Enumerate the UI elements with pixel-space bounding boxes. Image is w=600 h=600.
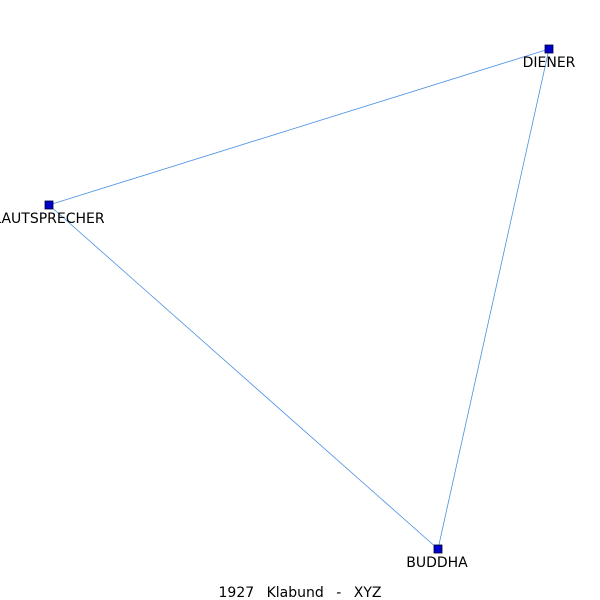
edge-diener-buddha xyxy=(437,48,550,550)
caption-work: XYZ xyxy=(354,585,382,600)
caption-year: 1927 xyxy=(219,585,255,600)
edge-lautsprecher-buddha xyxy=(48,204,439,550)
edge-lautsprecher-diener xyxy=(48,48,550,206)
label-layer: DIENER LAUTSPRECHER BUDDHA xyxy=(0,55,576,571)
node-label-buddha: BUDDHA xyxy=(406,555,468,571)
node-diener[interactable] xyxy=(544,44,554,54)
caption: 1927 Klabund - XYZ xyxy=(219,585,382,600)
caption-author: Klabund xyxy=(267,585,324,600)
node-label-lautsprecher: LAUTSPRECHER xyxy=(0,211,105,227)
caption-separator: - xyxy=(336,585,341,600)
edge-layer xyxy=(48,48,550,550)
node-lautsprecher[interactable] xyxy=(44,200,54,210)
node-label-diener: DIENER xyxy=(523,55,576,71)
node-layer xyxy=(44,44,554,554)
node-buddha[interactable] xyxy=(433,544,443,554)
